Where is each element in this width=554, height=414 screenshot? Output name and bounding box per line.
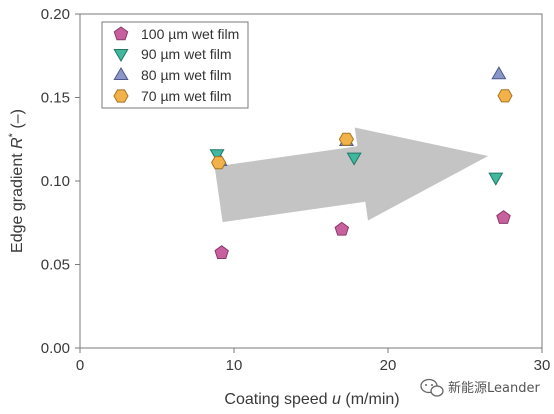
data-point-pentagon [214,245,229,259]
x-tick-label: 10 [226,357,243,374]
watermark: 新能源Leander [420,378,540,397]
legend-label-100: 100 µm wet film [141,26,239,42]
legend-marker-hexagon [113,89,129,103]
data-point-triangle-down [346,152,362,166]
data-point-hexagon [497,89,513,103]
y-tick-label: 0.00 [41,340,70,357]
legend: 100 µm wet film 90 µm wet film 80 µm wet… [101,21,249,109]
legend-marker-triangle-down [113,49,129,62]
y-axis-title-var: R [9,137,26,149]
legend-label-80: 80 µm wet film [141,67,232,83]
x-axis-title-prefix: Coating speed [224,391,332,408]
y-tick-label: 0.05 [41,257,70,274]
x-axis-title-suffix: (m/min) [341,391,400,408]
data-point-hexagon [211,156,227,170]
data-point-pentagon [496,210,511,224]
data-point-triangle-down [488,172,504,186]
y-tick-label: 0.15 [41,90,70,107]
trend-arrow-layer [214,127,489,223]
y-axis-title-prefix: Edge gradient [9,149,26,253]
data-point-triangle-up [491,66,507,80]
legend-label-90: 90 µm wet film [141,46,232,62]
data-point-hexagon [338,132,354,146]
axis-ticks: 0 10 20 30 0.00 0.05 0.10 0.15 0.20 [41,6,551,374]
y-tick-label: 0.20 [41,6,70,23]
data-point-pentagon [334,221,350,236]
legend-marker-pentagon [113,26,129,41]
x-tick-label: 20 [380,357,397,374]
y-axis-title-suffix: (–) [9,109,26,133]
x-axis-title: Coating speed u (m/min) [224,391,399,408]
trend-arrow [214,127,489,223]
y-axis-title-sup: * [7,132,19,137]
legend-label-70: 70 µm wet film [141,88,232,104]
legend-marker-triangle-up [113,67,129,80]
y-tick-label: 0.10 [41,173,70,190]
x-tick-label: 0 [76,357,84,374]
x-tick-label: 30 [534,357,551,374]
data-points [209,66,513,259]
legend-markers [113,26,129,103]
data-point-triangle-down [209,149,225,163]
wechat-bubble-icon [420,378,444,397]
x-axis-title-var: u [332,391,341,408]
y-axis-title: Edge gradient R* (–) [7,109,26,253]
watermark-text: 新能源Leander [448,380,540,396]
